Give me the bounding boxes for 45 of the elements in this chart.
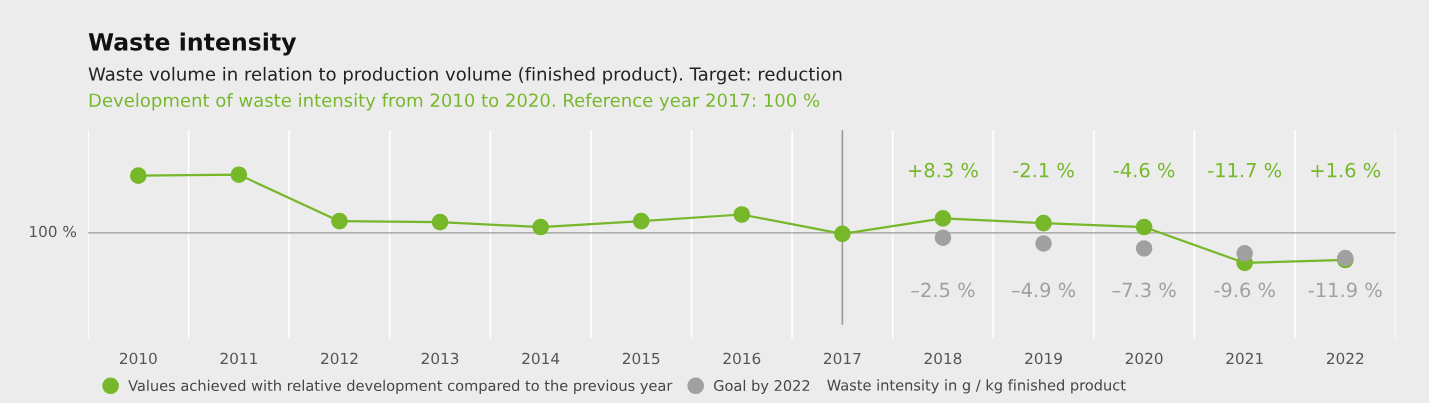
text: -9.6 % bbox=[1214, 282, 1275, 298]
x-tick-label: 2011 bbox=[220, 352, 257, 365]
legend-label: Values achieved with relative development compared to the previous year bbox=[128, 379, 673, 394]
point bbox=[532, 218, 549, 236]
point bbox=[230, 166, 248, 184]
point bbox=[1035, 235, 1052, 252]
x-tick-label: 2012 bbox=[321, 352, 358, 365]
text: –2.5 % bbox=[911, 282, 975, 298]
point bbox=[733, 206, 751, 223]
point bbox=[1135, 240, 1153, 257]
x-tick-label: 2021 bbox=[1226, 352, 1263, 365]
point bbox=[934, 229, 952, 246]
x-tick-label: 2018 bbox=[924, 352, 962, 365]
x-tick-label: 2015 bbox=[622, 352, 660, 365]
annotation: +1.6 % bbox=[1311, 162, 1381, 178]
x-tick-label: 2022 bbox=[1326, 352, 1364, 365]
point bbox=[431, 213, 449, 231]
text: –4.9 % bbox=[1011, 282, 1076, 298]
point bbox=[934, 210, 952, 227]
x-tick-label: 2014 bbox=[522, 352, 560, 365]
point bbox=[834, 225, 851, 243]
x-tick-label: 2010 bbox=[119, 352, 157, 365]
text: 100 % bbox=[30, 225, 77, 238]
annotation: -2.1 % bbox=[1013, 162, 1074, 178]
point bbox=[1135, 218, 1153, 236]
text: Waste volume in relation to production volume (finished product). Target: reduction bbox=[88, 66, 842, 85]
text: –7.3 % bbox=[1112, 282, 1176, 298]
x-tick-label: 2019 bbox=[1025, 352, 1062, 365]
x-tick-label: 2017 bbox=[824, 352, 861, 365]
x-tick-label: 2013 bbox=[421, 352, 459, 365]
x-tick-label: 2016 bbox=[723, 352, 761, 365]
legend-label: Goal by 2022 bbox=[714, 379, 810, 394]
point bbox=[1035, 214, 1052, 232]
point bbox=[1236, 245, 1253, 262]
chart-title: Waste intensity bbox=[88, 32, 297, 56]
annotation: -4.6 % bbox=[1113, 162, 1175, 178]
point bbox=[129, 167, 147, 185]
text: Waste intensity in g / kg finished product bbox=[827, 379, 1126, 394]
annotation: +8.3 % bbox=[909, 162, 978, 178]
point bbox=[331, 212, 348, 230]
point bbox=[632, 212, 650, 230]
annotation: -11.7 % bbox=[1208, 162, 1282, 178]
x-tick-label: 2020 bbox=[1125, 352, 1163, 365]
text: Development of waste intensity from 2010 to 2020. Reference year 2017: 100 % bbox=[89, 93, 820, 111]
text: -11.9 % bbox=[1308, 282, 1382, 298]
